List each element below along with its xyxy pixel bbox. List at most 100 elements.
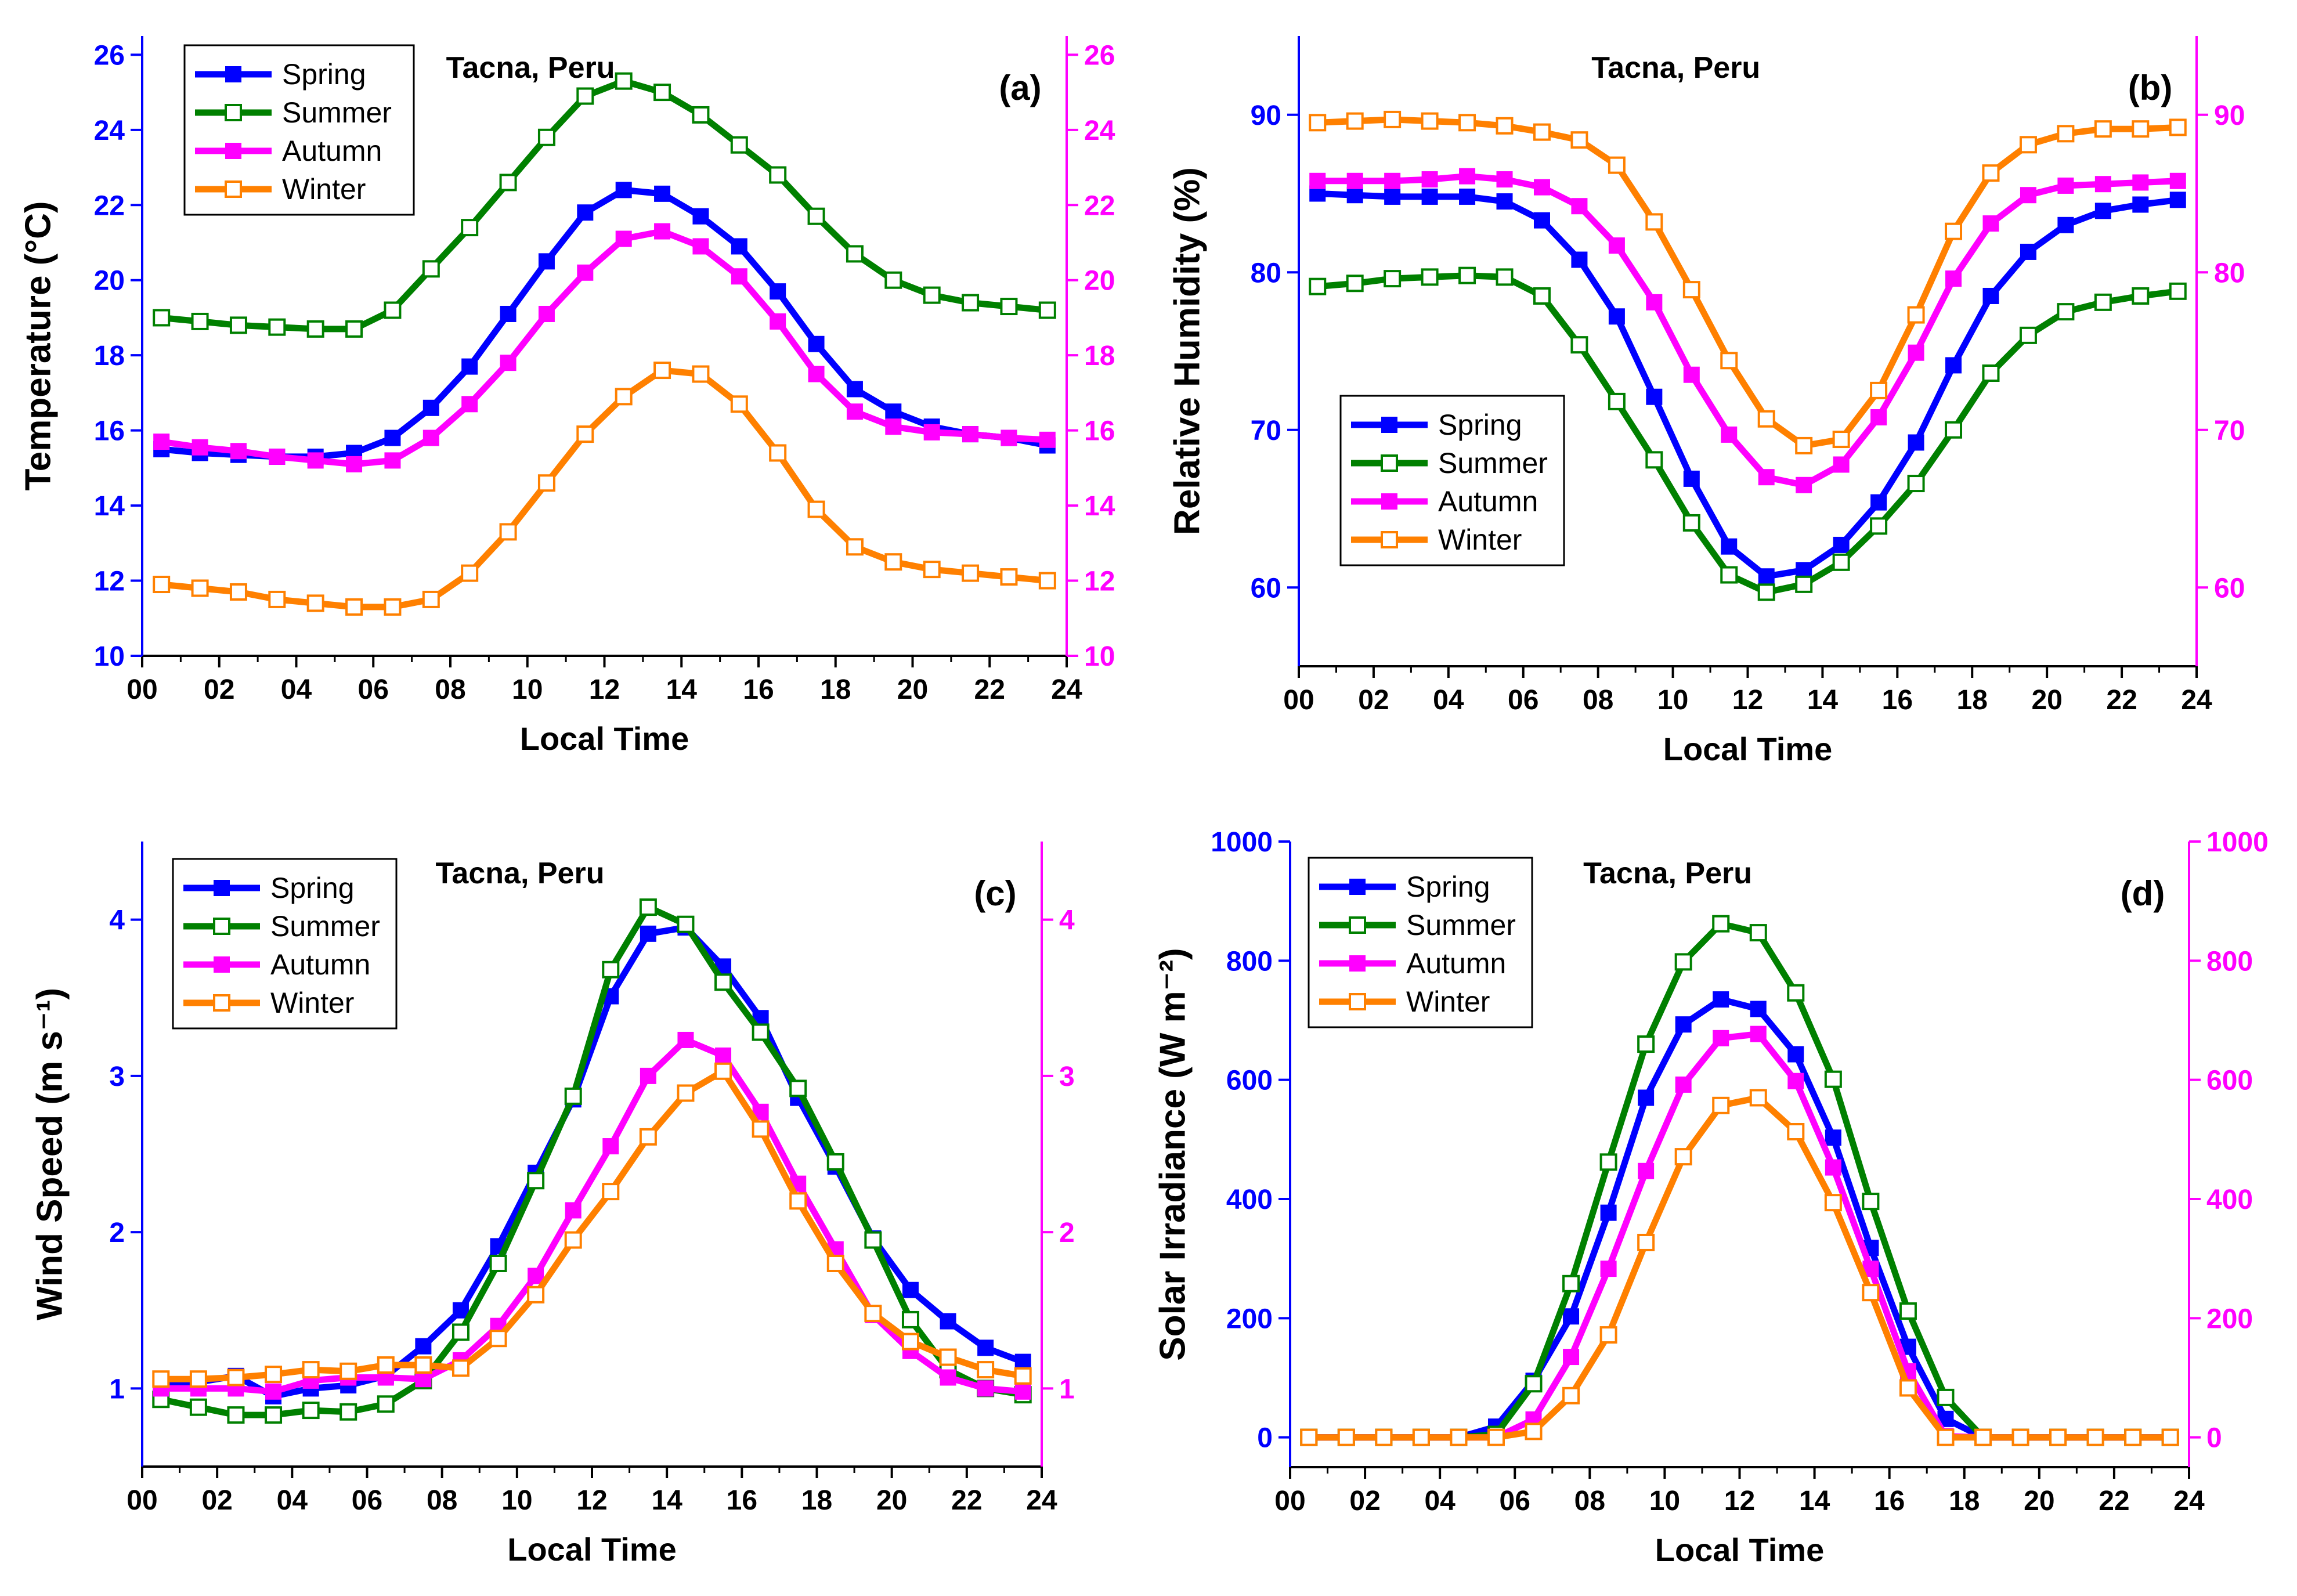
x-tick-label: 12 xyxy=(1732,685,1763,716)
data-point-autumn xyxy=(808,366,825,382)
data-point-winter xyxy=(1309,114,1327,132)
data-point-summer xyxy=(576,87,594,105)
y-axis-title: Temperature (°C) xyxy=(18,201,58,490)
left-y-tick-label: 0 xyxy=(1257,1423,1273,1454)
data-point-autumn xyxy=(615,230,632,247)
data-point-summer xyxy=(1937,1388,1955,1406)
x-tick-label: 22 xyxy=(2099,1486,2129,1516)
location-title: Tacna, Peru xyxy=(1583,857,1752,890)
data-point-autumn xyxy=(153,434,170,450)
data-point-winter xyxy=(884,553,902,571)
data-point-winter xyxy=(1525,1422,1543,1440)
panel-d-solar-irradiance: 00 02 04 06 08 10 12 14 16 18 20 22 24 0 200 400 600 800 1… xyxy=(1153,827,2268,1568)
left-y-tick-label: 2 xyxy=(109,1218,125,1248)
data-point-autumn xyxy=(1608,237,1625,254)
data-point-summer xyxy=(1862,1193,1880,1211)
legend-swatch-marker xyxy=(225,180,242,198)
right-y-tick-label: 400 xyxy=(2206,1185,2253,1215)
x-tick-label: 18 xyxy=(1957,685,1988,716)
left-y-tick-label: 70 xyxy=(1251,416,1281,446)
data-point-summer xyxy=(1870,517,1888,535)
data-point-winter xyxy=(152,1370,170,1388)
left-y-tick-label: 1 xyxy=(109,1374,125,1404)
data-point-summer xyxy=(564,1087,582,1105)
legend-swatch-marker xyxy=(1349,993,1366,1010)
left-y-tick-label: 4 xyxy=(109,905,125,936)
data-point-autumn xyxy=(528,1268,544,1284)
data-point-winter xyxy=(1014,1367,1032,1385)
data-point-spring xyxy=(940,1313,956,1330)
data-point-winter xyxy=(1974,1428,1992,1446)
data-point-winter xyxy=(1870,381,1888,399)
data-point-spring xyxy=(452,1302,469,1319)
data-point-winter xyxy=(615,388,633,406)
data-point-summer xyxy=(615,72,633,90)
data-point-winter xyxy=(1787,1122,1805,1140)
x-tick-label: 00 xyxy=(1274,1486,1305,1516)
x-tick-label: 12 xyxy=(589,674,620,705)
data-point-winter xyxy=(730,395,748,413)
panel-label: (c) xyxy=(974,874,1016,913)
x-axis-title: Local Time xyxy=(1663,731,1833,767)
data-point-autumn xyxy=(885,418,902,435)
data-point-spring xyxy=(1870,494,1887,511)
x-tick-label: 14 xyxy=(651,1485,682,1516)
data-point-winter xyxy=(229,583,247,601)
data-point-autumn xyxy=(2020,187,2036,204)
x-tick-label: 18 xyxy=(1949,1486,1980,1516)
x-tick-label: 22 xyxy=(974,674,1005,705)
data-point-spring xyxy=(1758,568,1775,585)
x-tick-label: 02 xyxy=(1349,1486,1380,1516)
data-point-autumn xyxy=(1908,344,1924,361)
data-point-winter xyxy=(2011,1428,2029,1446)
data-point-summer xyxy=(1645,451,1663,469)
data-point-autumn xyxy=(1646,294,1663,310)
data-point-spring xyxy=(1713,991,1729,1008)
legend-swatch-marker xyxy=(213,918,230,935)
right-y-tick-label: 90 xyxy=(2214,100,2245,131)
data-point-spring xyxy=(977,1339,994,1356)
data-point-winter xyxy=(1337,1428,1355,1446)
x-tick-label: 08 xyxy=(1574,1486,1605,1516)
data-point-autumn xyxy=(265,1383,282,1400)
data-point-winter xyxy=(1945,222,1963,240)
legend-swatch-marker xyxy=(214,956,230,973)
data-point-summer xyxy=(265,1406,283,1424)
data-point-spring xyxy=(1833,536,1850,553)
x-tick-label: 24 xyxy=(1051,674,1082,705)
x-tick-label: 00 xyxy=(127,674,157,705)
data-point-autumn xyxy=(1001,429,1017,446)
x-tick-label: 10 xyxy=(1649,1486,1680,1516)
data-point-summer xyxy=(153,309,171,327)
legend-label-winter: Winter xyxy=(1438,523,1522,556)
data-point-winter xyxy=(1458,114,1476,132)
data-point-summer xyxy=(1674,953,1692,971)
data-point-winter xyxy=(962,564,980,582)
data-point-winter xyxy=(1533,123,1551,141)
data-point-summer xyxy=(1712,915,1730,933)
data-point-summer xyxy=(268,318,286,336)
data-point-winter xyxy=(864,1305,882,1323)
data-point-winter xyxy=(1562,1386,1580,1404)
data-point-winter xyxy=(1682,281,1700,299)
panel-c-wind-speed: 00 02 04 06 08 10 12 14 16 18 20 22 2412341234Local … xyxy=(30,842,1075,1568)
data-point-autumn xyxy=(923,424,940,440)
right-y-tick-label: 1000 xyxy=(2206,827,2269,858)
x-tick-label: 20 xyxy=(876,1485,907,1516)
data-point-autumn xyxy=(1346,172,1363,189)
data-point-summer xyxy=(1525,1375,1543,1393)
data-point-spring xyxy=(2169,192,2186,208)
data-point-spring xyxy=(615,182,632,198)
data-point-autumn xyxy=(2094,176,2111,193)
x-tick-label: 20 xyxy=(897,674,928,705)
data-point-summer xyxy=(1787,984,1805,1002)
data-point-winter xyxy=(1899,1379,1917,1397)
data-point-winter xyxy=(1487,1428,1505,1446)
x-tick-label: 00 xyxy=(127,1485,157,1516)
right-y-tick-label: 16 xyxy=(1084,416,1115,447)
data-point-summer xyxy=(452,1323,469,1341)
data-point-spring xyxy=(1750,1001,1767,1017)
legend-label-summer: Summer xyxy=(1406,909,1516,941)
data-point-summer xyxy=(1824,1070,1842,1088)
